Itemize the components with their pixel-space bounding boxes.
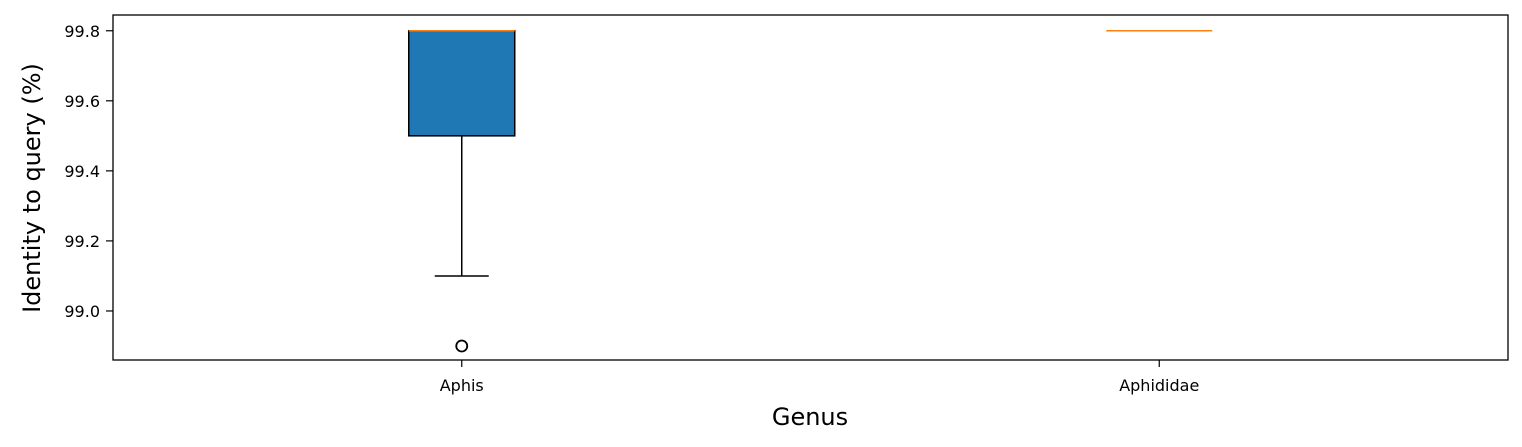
y-axis-ticks: 99.0 99.2 99.4 99.6 99.8 <box>64 22 113 321</box>
plot-background <box>113 15 1508 360</box>
x-axis-label: Genus <box>772 403 848 431</box>
y-tick-label: 99.6 <box>64 92 100 111</box>
y-tick-label: 99.8 <box>64 22 100 41</box>
x-axis-ticks: Aphis Aphididae <box>440 360 1199 395</box>
outlier-point <box>455 339 469 353</box>
y-tick-label: 99.4 <box>64 162 100 181</box>
plot-frame <box>112 14 1509 361</box>
x-tick-label: Aphididae <box>1119 376 1199 395</box>
x-tick-label: Aphis <box>440 376 484 395</box>
y-tick-label: 99.2 <box>64 232 100 251</box>
y-tick-label: 99.0 <box>64 302 100 321</box>
box-marks <box>408 30 1213 353</box>
y-axis-label: Identity to query (%) <box>18 63 46 313</box>
box-group-0 <box>408 30 516 353</box>
box-iqr <box>408 30 516 137</box>
